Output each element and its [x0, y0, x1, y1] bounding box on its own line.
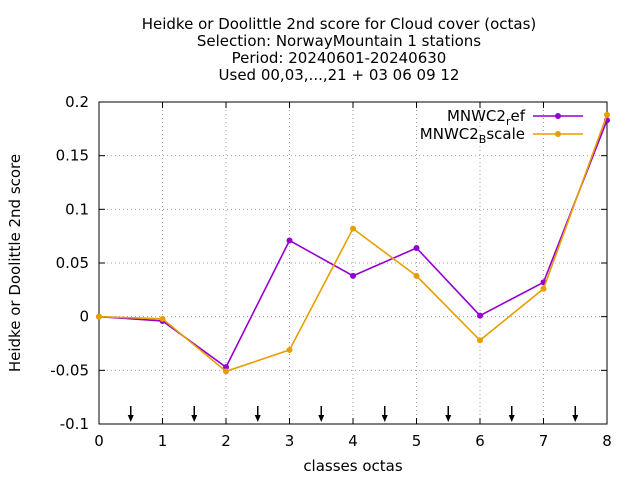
axis-ticks: 0 1 2 3 4 5 6 7 8 -0.1 -0.05 0 0.05 0.1 0.15 0.2: [50, 93, 612, 450]
data-point: [477, 312, 483, 319]
series: [96, 111, 610, 375]
legend-label: MNWC2Bscale: [420, 125, 525, 146]
data-point: [413, 244, 420, 251]
series-0: [96, 117, 610, 371]
x-tick-label: 8: [602, 432, 612, 450]
title-line: Selection: NorwayMountain 1 stations: [197, 32, 481, 50]
y-tick-label: 0: [79, 308, 89, 326]
series-1: [96, 111, 610, 375]
x-tick-label: 3: [285, 432, 295, 450]
data-point: [350, 272, 356, 279]
data-point: [96, 313, 102, 320]
legend-label: MNWC2ref: [447, 107, 526, 128]
title-line: Used 00,03,...,21 + 03 06 09 12: [219, 66, 460, 84]
y-tick-label: 0.2: [65, 93, 89, 111]
class-arrows: [127, 406, 579, 422]
data-point: [604, 111, 610, 118]
data-point: [286, 346, 293, 353]
data-point: [286, 237, 293, 244]
arrow-down-icon: [254, 406, 261, 422]
x-axis-label: classes octas: [303, 457, 403, 475]
grid: [99, 102, 607, 424]
chart-title: Heidke or Doolittle 2nd score for Cloud …: [142, 15, 537, 84]
arrow-down-icon: [127, 406, 134, 422]
y-tick-label: -0.05: [50, 361, 89, 379]
x-tick-label: 1: [158, 432, 168, 450]
y-axis-label: Heidke or Doolittle 2nd score: [6, 154, 24, 372]
legend-swatch-point: [555, 131, 561, 137]
y-tick-label: -0.1: [60, 415, 89, 433]
series-line: [98, 114, 608, 373]
data-point: [223, 364, 229, 371]
y-tick-label: 0.15: [56, 147, 89, 165]
data-point: [477, 337, 483, 344]
y-tick-label: 0.1: [65, 200, 89, 218]
data-point: [159, 315, 166, 322]
title-line: Period: 20240601-20240630: [232, 49, 447, 67]
arrow-down-icon: [318, 406, 325, 422]
arrow-down-icon: [445, 406, 452, 422]
arrow-down-icon: [572, 406, 579, 422]
data-point: [540, 285, 547, 292]
x-tick-label: 6: [475, 432, 485, 450]
title-line: Heidke or Doolittle 2nd score for Cloud …: [142, 15, 537, 33]
x-tick-label: 2: [221, 432, 231, 450]
legend-entry: MNWC2ref: [447, 107, 583, 128]
arrow-down-icon: [191, 406, 198, 422]
data-point: [350, 225, 356, 232]
x-tick-label: 4: [348, 432, 358, 450]
x-tick-label: 7: [539, 432, 549, 450]
y-tick-label: 0.05: [56, 254, 89, 272]
x-tick-label: 5: [412, 432, 422, 450]
legend-swatch-point: [555, 113, 561, 119]
arrow-down-icon: [381, 406, 388, 422]
data-point: [223, 368, 229, 375]
x-tick-label: 0: [94, 432, 104, 450]
data-point: [413, 272, 420, 279]
arrow-down-icon: [508, 406, 515, 422]
legend-entry: MNWC2Bscale: [420, 125, 583, 146]
